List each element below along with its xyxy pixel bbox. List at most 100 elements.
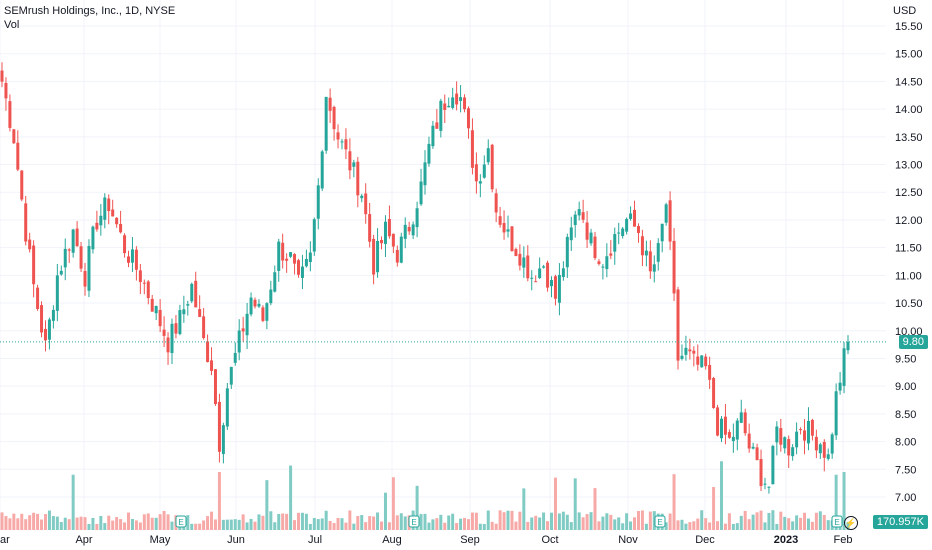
- candlestick-series: [0, 62, 850, 494]
- volume-bar: [490, 521, 494, 530]
- candle: [466, 106, 470, 139]
- candle: [289, 252, 293, 259]
- candle: [178, 304, 182, 336]
- candle: [771, 444, 775, 485]
- candle: [542, 264, 546, 269]
- volume-bar: [526, 521, 530, 530]
- candle: [696, 344, 700, 371]
- candle: [20, 170, 24, 202]
- candle: [166, 332, 170, 365]
- volume-bar: [739, 515, 743, 530]
- volume-bar: [146, 513, 150, 530]
- volume-bar: [154, 517, 158, 530]
- volume-bar: [561, 511, 565, 530]
- candle: [593, 231, 597, 261]
- candle: [376, 228, 380, 278]
- candle: [387, 205, 391, 239]
- volume-bar: [170, 521, 174, 530]
- candle: [210, 347, 214, 376]
- candle: [522, 246, 526, 278]
- candle: [79, 241, 83, 273]
- volume-bar: [28, 515, 32, 530]
- volume-bar: [814, 512, 818, 530]
- candle: [613, 227, 617, 265]
- candle: [443, 94, 447, 124]
- candle: [636, 223, 640, 243]
- volume-bar: [186, 515, 190, 530]
- lightning-icon[interactable]: ⚡: [844, 516, 858, 530]
- candle: [213, 368, 217, 406]
- volume-bar: [206, 516, 210, 530]
- volume-bar: [194, 523, 198, 530]
- candle: [597, 259, 601, 266]
- candle: [775, 421, 779, 456]
- volume-bar: [237, 519, 241, 530]
- volume-bar: [324, 510, 328, 530]
- volume-bar: [281, 513, 285, 530]
- volume-bar: [751, 514, 755, 530]
- volume-bar: [723, 523, 727, 530]
- candle: [300, 254, 304, 290]
- candle: [463, 94, 467, 113]
- candle: [95, 210, 99, 232]
- candle: [731, 423, 735, 453]
- candle: [569, 216, 573, 251]
- candle: [225, 382, 229, 430]
- candle: [71, 228, 75, 258]
- volume-bar: [581, 517, 585, 530]
- candle: [150, 294, 154, 312]
- candle: [546, 260, 550, 292]
- candle: [723, 403, 727, 445]
- volume-bar: [51, 516, 55, 530]
- volume-bar: [636, 511, 640, 530]
- candle: [99, 204, 103, 236]
- candle: [510, 225, 514, 252]
- volume-bar: [684, 523, 688, 530]
- candle: [605, 243, 609, 278]
- candle: [202, 307, 206, 340]
- volume-bar: [190, 523, 194, 530]
- volume-bar: [427, 522, 431, 530]
- volume-bar: [130, 518, 134, 530]
- candle: [229, 366, 233, 389]
- volume-bar: [605, 513, 609, 530]
- candle: [759, 449, 763, 491]
- volume-bar: [577, 512, 581, 530]
- candle: [739, 399, 743, 423]
- volume-bar: [747, 519, 751, 530]
- candle: [648, 240, 652, 279]
- price-tick-label: 8.00: [895, 437, 916, 449]
- volume-bar: [818, 511, 822, 530]
- price-tick-label: 11.00: [895, 270, 922, 282]
- volume-bar: [644, 523, 648, 530]
- volume-bar: [95, 523, 99, 530]
- volume-bar: [233, 519, 237, 530]
- candle: [502, 210, 506, 240]
- volume-bar: [360, 515, 364, 530]
- candle: [451, 87, 455, 110]
- candle: [486, 139, 490, 165]
- candle: [221, 422, 225, 464]
- volume-bar: [680, 519, 684, 530]
- volume-bar: [285, 513, 289, 530]
- candle: [198, 295, 202, 318]
- volume-bar: [648, 511, 652, 530]
- candle: [162, 316, 166, 347]
- volume-bar: [573, 478, 577, 530]
- time-tick-label: Feb: [834, 534, 853, 546]
- volume-bar: [640, 510, 644, 530]
- volume-bar: [293, 520, 297, 530]
- candle: [324, 96, 328, 154]
- volume-bar: [269, 511, 273, 530]
- candle: [656, 238, 660, 271]
- volume-bar: [712, 486, 716, 530]
- time-tick-label: Oct: [541, 534, 558, 546]
- candle: [407, 221, 411, 235]
- volume-bar: [621, 523, 625, 530]
- volume-bar: [198, 523, 202, 530]
- candle: [814, 429, 818, 459]
- time-axis: ar Apr May Jun Jul Aug Sep Oct Nov Dec 2023 Feb: [0, 534, 852, 546]
- price-tick-label: 11.50: [895, 243, 922, 255]
- candle: [142, 279, 146, 295]
